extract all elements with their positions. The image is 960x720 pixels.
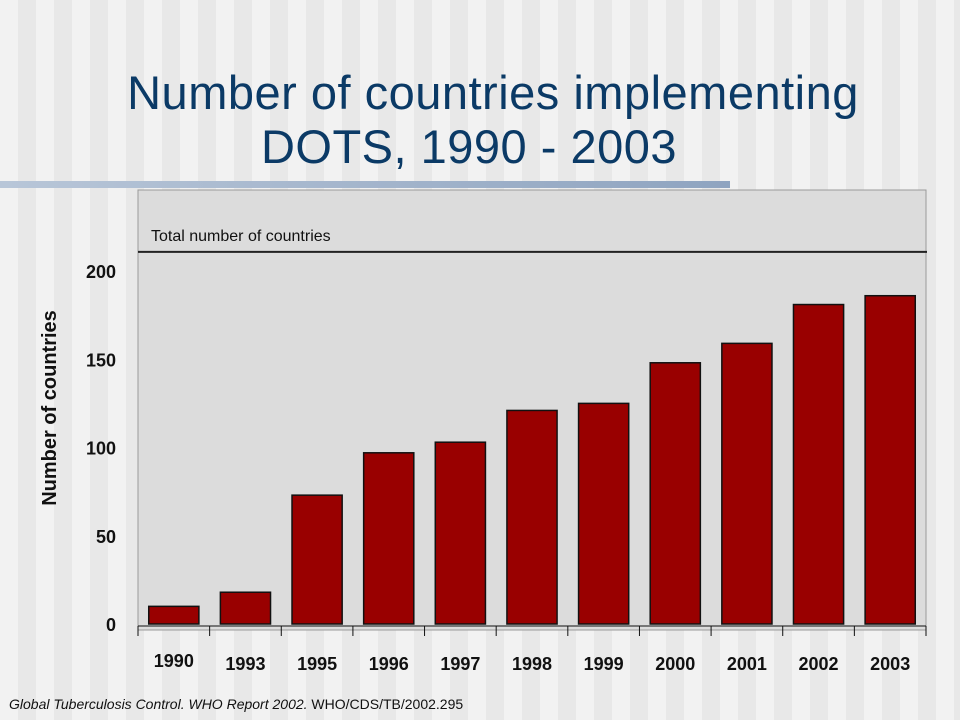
y-tick-label: 50: [96, 527, 116, 547]
source-citation: Global Tuberculosis Control. WHO Report …: [9, 696, 463, 712]
x-tick-label: 1996: [369, 654, 409, 674]
bar: [577, 402, 630, 625]
y-tick-label: 150: [86, 350, 116, 370]
bar: [506, 409, 558, 625]
x-tick-label: 2000: [655, 654, 695, 674]
x-axis: 1990 1993 1995 1996 1997 1998 1999 2000 2001 2002…: [137, 625, 927, 674]
source-italic: Global Tuberculosis Control. WHO Report …: [9, 696, 308, 712]
bars: [147, 294, 917, 625]
bar: [864, 294, 917, 625]
y-axis: 0 50 100 150 200 Number of countries: [39, 262, 116, 635]
x-tick-label: 1995: [297, 654, 337, 674]
title-underline: [0, 181, 730, 188]
x-tick-label: 2003: [870, 654, 910, 674]
bar: [721, 342, 773, 625]
bar: [147, 605, 200, 625]
y-tick-label: 0: [106, 615, 116, 635]
x-tick-label: 1990: [154, 651, 194, 671]
reference-line: Total number of countries: [138, 228, 927, 253]
source-plain: WHO/CDS/TB/2002.295: [307, 696, 464, 712]
title-line-1: Number of countries implementing: [127, 66, 859, 119]
bar: [792, 303, 845, 625]
x-tick-label: 2001: [727, 654, 767, 674]
chart-title: Number of countries implementing DOTS, 1…: [0, 66, 960, 174]
x-tick-label: 1997: [440, 654, 480, 674]
x-tick-label: 1998: [512, 654, 552, 674]
y-axis-label: Number of countries: [39, 310, 61, 506]
y-tick-label: 100: [86, 439, 116, 459]
bar: [219, 591, 272, 625]
x-tick-label: 1999: [584, 654, 624, 674]
bar: [434, 441, 487, 625]
bar: [291, 494, 343, 625]
bar: [649, 362, 702, 625]
reference-line-label: Total number of countries: [151, 228, 331, 245]
x-tick-label: 2002: [799, 654, 839, 674]
y-tick-label: 200: [86, 262, 116, 282]
bar: [362, 452, 415, 625]
x-tick-label: 1993: [225, 654, 265, 674]
title-line-2: DOTS, 1990 - 2003: [260, 120, 678, 173]
